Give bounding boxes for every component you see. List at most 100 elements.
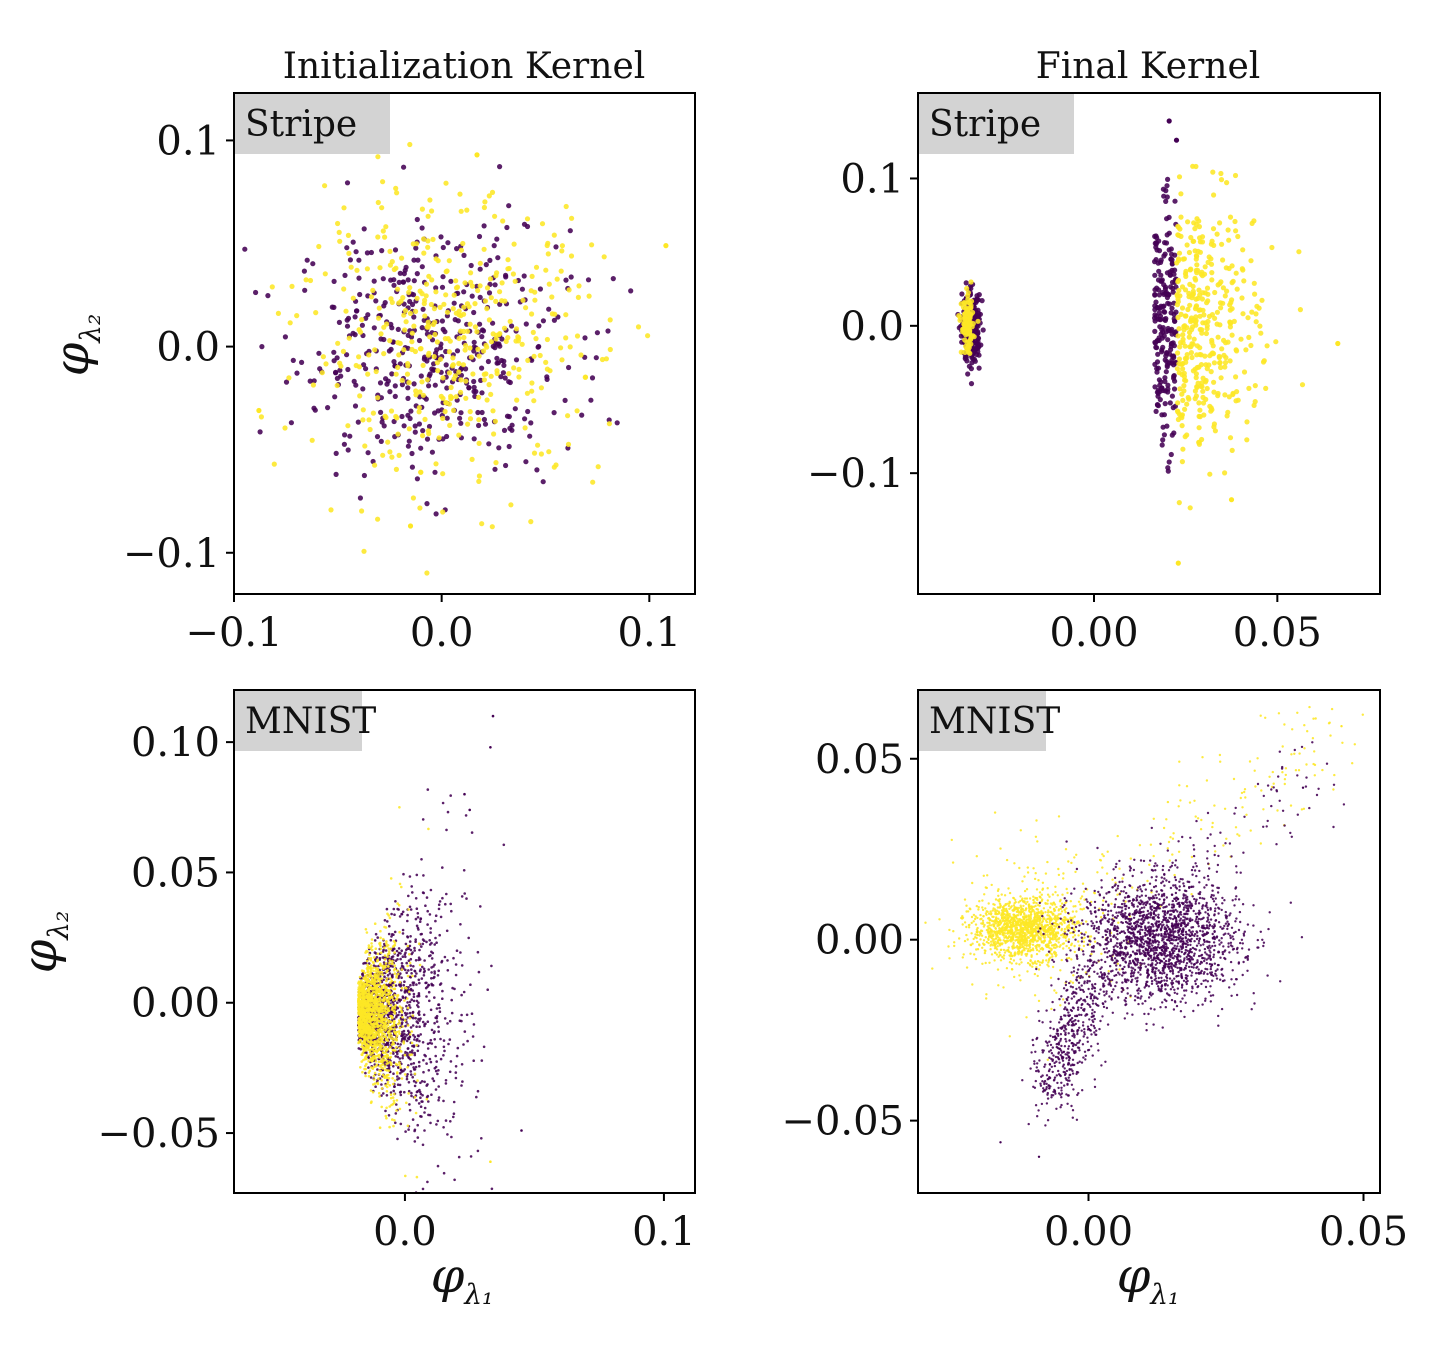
data-point <box>1220 285 1226 291</box>
data-point <box>966 319 972 325</box>
data-point <box>361 974 365 977</box>
data-point <box>417 346 423 352</box>
data-point <box>956 313 962 319</box>
data-point <box>394 415 400 421</box>
data-point <box>1168 256 1174 262</box>
data-point <box>382 1004 385 1008</box>
data-point <box>405 385 411 391</box>
data-point <box>414 1016 417 1020</box>
data-point <box>398 882 402 886</box>
data-point <box>972 345 978 351</box>
data-point <box>361 226 367 232</box>
data-point <box>1204 285 1211 291</box>
scatter-points <box>242 137 669 576</box>
data-point <box>367 957 371 960</box>
data-point <box>372 969 375 973</box>
data-point <box>455 318 461 324</box>
data-point <box>389 947 393 951</box>
data-point <box>1227 307 1233 313</box>
data-point <box>475 346 481 352</box>
data-point <box>434 914 438 917</box>
data-point <box>429 208 435 214</box>
data-point <box>419 225 425 231</box>
data-point <box>1206 254 1212 260</box>
scatter-points <box>955 118 1341 566</box>
data-point <box>393 1030 396 1033</box>
data-point <box>367 1048 371 1051</box>
data-point <box>406 1065 409 1069</box>
data-point <box>344 245 350 251</box>
data-point <box>373 996 377 999</box>
data-point <box>366 1015 370 1018</box>
dataset-badge-label: Stripe <box>929 104 1041 145</box>
data-point <box>1233 374 1239 380</box>
data-point <box>1227 435 1234 441</box>
data-point <box>1177 344 1183 350</box>
data-point-outlier <box>663 243 669 249</box>
data-point <box>1197 345 1203 351</box>
data-point <box>370 948 374 952</box>
data-point <box>462 280 468 286</box>
data-point <box>467 409 473 415</box>
data-point <box>607 317 613 323</box>
data-point <box>398 1091 402 1094</box>
data-point <box>385 907 389 911</box>
data-point <box>586 293 592 299</box>
data-point <box>443 348 449 355</box>
data-point <box>1215 393 1221 399</box>
series-class-1 <box>357 806 430 1179</box>
data-point <box>442 1045 446 1049</box>
data-point <box>399 377 405 383</box>
data-point <box>376 968 380 972</box>
data-point <box>381 423 387 429</box>
data-point <box>499 280 505 286</box>
data-point <box>523 459 529 465</box>
data-point <box>433 256 439 262</box>
data-point <box>378 994 381 997</box>
data-point <box>1153 408 1159 414</box>
data-point <box>417 1001 420 1004</box>
data-point <box>434 1088 438 1091</box>
data-point <box>471 436 477 442</box>
data-point <box>476 233 483 240</box>
data-point <box>357 1001 361 1004</box>
data-point <box>421 1041 425 1044</box>
data-point <box>345 232 351 238</box>
data-point <box>1159 277 1165 283</box>
data-point <box>477 970 481 974</box>
data-point <box>459 951 462 954</box>
data-point <box>440 415 446 421</box>
data-point <box>379 1004 383 1007</box>
data-point <box>1223 340 1229 346</box>
data-point <box>1162 284 1169 290</box>
data-point <box>362 1002 366 1005</box>
data-point <box>1160 304 1166 310</box>
data-point <box>1257 323 1263 329</box>
data-point <box>645 333 651 339</box>
data-point <box>471 1035 475 1038</box>
data-point <box>430 977 433 980</box>
data-point <box>331 349 337 355</box>
data-point <box>422 1058 425 1062</box>
data-point <box>512 278 518 284</box>
data-point <box>387 1064 391 1068</box>
data-point <box>392 247 399 253</box>
data-point <box>449 902 453 906</box>
data-point <box>385 1116 388 1120</box>
data-point <box>409 330 415 336</box>
data-point <box>363 990 366 993</box>
data-point <box>356 327 362 333</box>
data-point <box>435 1123 438 1126</box>
data-point <box>533 336 539 342</box>
data-point <box>1175 277 1182 283</box>
data-point <box>451 376 457 382</box>
data-point <box>416 1123 420 1127</box>
data-point <box>425 1095 429 1099</box>
data-point <box>1184 401 1190 407</box>
data-point <box>1193 303 1200 309</box>
data-point <box>1193 375 1199 381</box>
data-point <box>462 869 466 872</box>
data-point-outlier <box>256 407 262 414</box>
data-point <box>439 982 443 985</box>
data-point <box>1161 253 1167 259</box>
